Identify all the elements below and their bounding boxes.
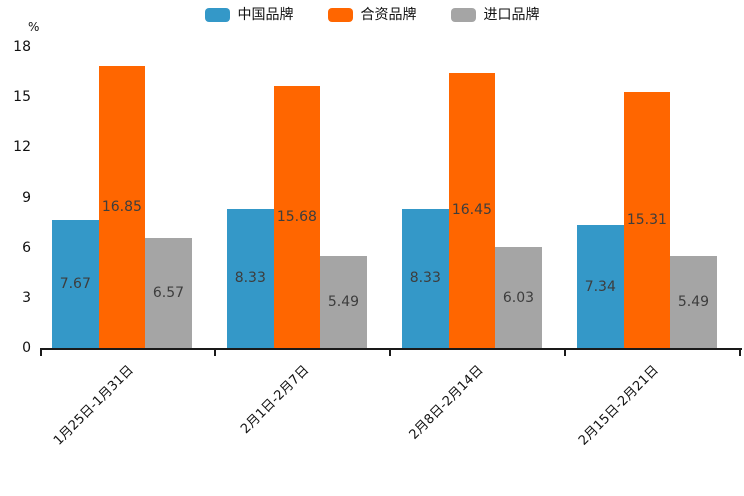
legend-item-label: 合资品牌 [360, 7, 417, 23]
bar: 15.31 [623, 91, 671, 348]
bar-value-label: 6.57 [152, 285, 185, 302]
y-axis-unit-label: % [28, 20, 40, 34]
x-axis-tick [564, 348, 566, 356]
bar: 16.45 [448, 72, 496, 348]
x-axis-tick [40, 348, 42, 356]
x-axis-label: 2月15日-2月21日 [576, 362, 662, 449]
y-tick-label: 0 [22, 340, 31, 356]
x-axis-label: 2月8日-2月14日 [406, 362, 487, 443]
y-tick-label: 9 [22, 189, 31, 206]
x-axis-label: 2月1日-2月7日 [237, 362, 312, 437]
x-axis-tick [739, 348, 741, 356]
bar-value-label: 6.03 [502, 289, 535, 306]
bar: 8.33 [227, 208, 274, 348]
bar-value-label: 7.67 [59, 275, 91, 292]
bar: 6.03 [495, 247, 542, 348]
bar: 16.85 [98, 66, 146, 348]
bar-value-label: 15.31 [626, 211, 667, 228]
legend-swatch-icon [327, 8, 353, 22]
y-tick-label: 3 [22, 289, 31, 306]
bar-value-label: 7.34 [584, 278, 616, 295]
legend-swatch-icon [450, 8, 476, 22]
legend-item: 合资品牌 [327, 7, 417, 23]
bar-value-label: 5.49 [327, 294, 360, 311]
bar: 5.49 [320, 256, 367, 348]
x-axis-line [40, 348, 742, 350]
legend-item-label: 中国品牌 [237, 7, 294, 23]
bar-value-label: 16.85 [101, 199, 142, 216]
x-axis-label: 1月25日-1月31日 [51, 362, 137, 449]
legend: 中国品牌 合资品牌 进口品牌 [0, 7, 744, 23]
bar: 6.57 [145, 238, 192, 348]
bar: 15.68 [273, 85, 321, 348]
bar-value-label: 16.45 [451, 202, 492, 219]
bar-value-label: 5.49 [677, 294, 710, 311]
y-tick-label: 18 [13, 39, 31, 55]
legend-item-label: 进口品牌 [483, 7, 540, 23]
bar: 7.67 [52, 219, 99, 348]
x-axis-tick [214, 348, 216, 356]
bar-value-label: 8.33 [234, 270, 266, 287]
y-tick-label: 15 [13, 89, 31, 106]
bar-value-label: 8.33 [409, 270, 441, 287]
y-tick-label: 12 [13, 139, 31, 156]
bar: 7.34 [577, 225, 624, 348]
y-tick-label: 6 [22, 239, 31, 256]
bar: 5.49 [670, 256, 717, 348]
bar: 8.33 [402, 208, 449, 348]
x-axis-tick [389, 348, 391, 356]
legend-item: 中国品牌 [204, 7, 294, 23]
legend-swatch-icon [204, 8, 230, 22]
bar-value-label: 15.68 [276, 208, 317, 225]
legend-item: 进口品牌 [450, 7, 540, 23]
